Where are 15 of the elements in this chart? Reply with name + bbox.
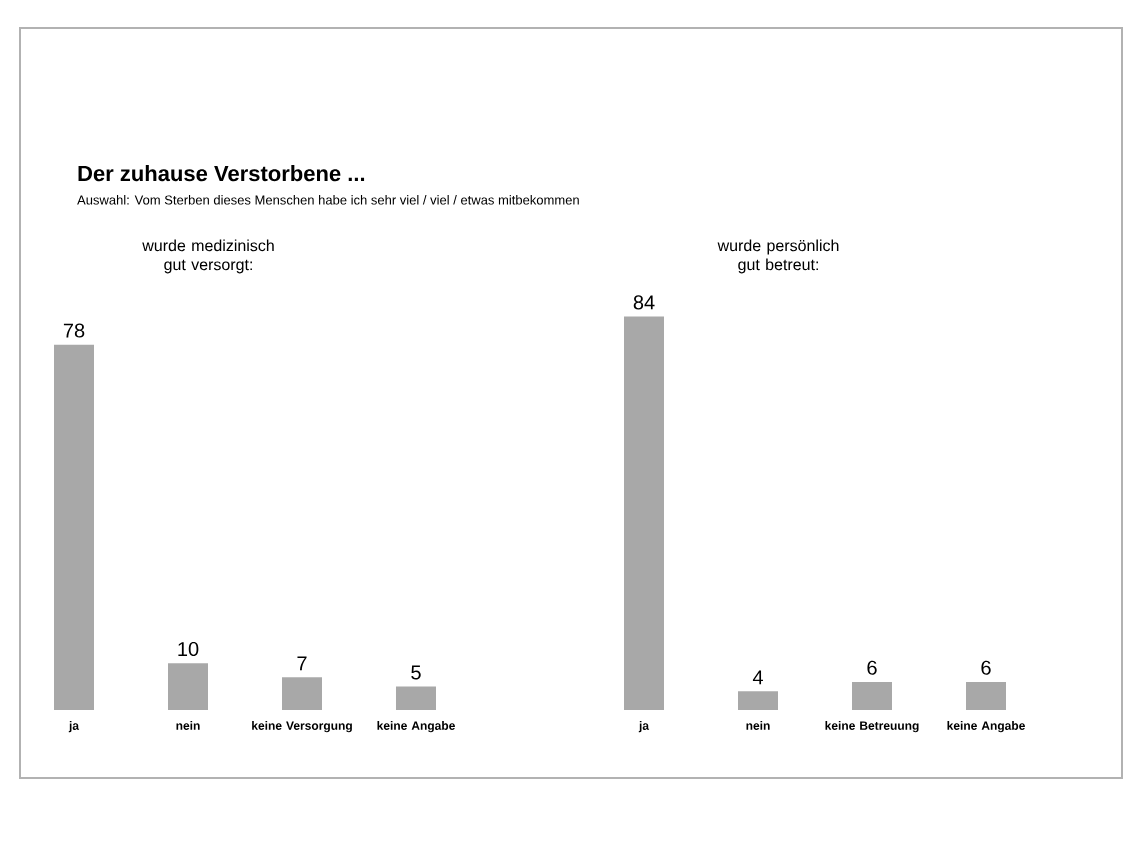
chart-title: wurde medizinisch gut versorgt: <box>142 239 274 274</box>
data-label: 4 <box>752 670 763 685</box>
data-label: 7 <box>297 656 307 671</box>
chart-title: wurde persönlich gut betreut: <box>717 239 839 274</box>
bar <box>282 677 322 710</box>
bar <box>168 663 208 710</box>
data-label: 10 <box>178 641 199 657</box>
data-label: 6 <box>867 660 877 675</box>
bar <box>395 686 436 710</box>
text: Der zuhause Verstorbene ... <box>78 165 365 182</box>
bar <box>54 344 94 710</box>
data-label: 6 <box>981 660 991 675</box>
data-label: 78 <box>63 323 85 338</box>
data-label: 5 <box>411 665 421 680</box>
data-label: 84 <box>633 295 655 310</box>
